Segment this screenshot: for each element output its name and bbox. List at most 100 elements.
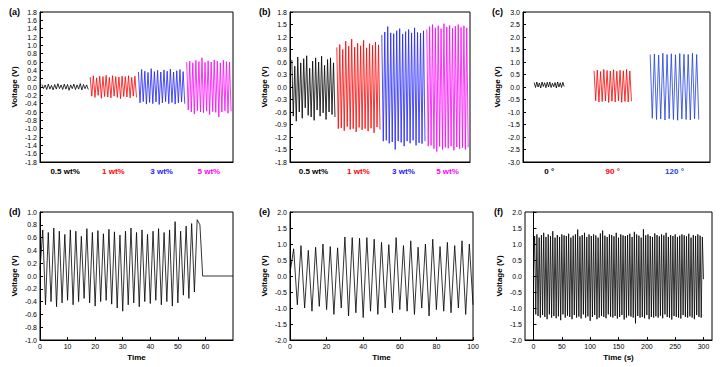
- svg-text:Voltage (V): Voltage (V): [10, 66, 19, 108]
- svg-text:250: 250: [669, 343, 681, 350]
- svg-text:1.2: 1.2: [277, 34, 287, 41]
- svg-text:2.0: 2.0: [277, 209, 287, 216]
- svg-text:1 wt%: 1 wt%: [102, 167, 125, 176]
- svg-text:0: 0: [288, 343, 292, 350]
- svg-text:1.6: 1.6: [27, 17, 37, 24]
- svg-text:-1.5: -1.5: [510, 321, 522, 328]
- svg-text:Voltage (V): Voltage (V): [10, 255, 19, 297]
- svg-text:1.5: 1.5: [277, 21, 287, 28]
- svg-text:1.0: 1.0: [27, 42, 37, 49]
- svg-text:5 wt%: 5 wt%: [198, 167, 221, 176]
- svg-text:0.0: 0.0: [277, 273, 287, 280]
- svg-text:1 wt%: 1 wt%: [347, 167, 370, 176]
- svg-text:-1.8: -1.8: [275, 159, 287, 166]
- svg-text:(e): (e): [259, 207, 270, 217]
- svg-text:(a): (a): [9, 7, 20, 17]
- svg-text:-0.8: -0.8: [25, 117, 37, 124]
- svg-text:-1.5: -1.5: [275, 321, 287, 328]
- svg-text:-1.0: -1.0: [508, 109, 520, 116]
- svg-text:-3.0: -3.0: [508, 159, 520, 166]
- svg-text:-0.8: -0.8: [25, 324, 37, 331]
- svg-text:1.8: 1.8: [27, 9, 37, 16]
- svg-text:-2.0: -2.0: [508, 134, 520, 141]
- svg-text:90 °: 90 °: [606, 167, 620, 176]
- svg-text:0: 0: [532, 343, 536, 350]
- svg-text:10: 10: [64, 343, 72, 350]
- svg-text:-1.0: -1.0: [510, 305, 522, 312]
- svg-text:100: 100: [584, 343, 596, 350]
- svg-text:20: 20: [91, 343, 99, 350]
- svg-text:100: 100: [467, 343, 479, 350]
- svg-text:-0.2: -0.2: [25, 285, 37, 292]
- svg-text:-0.9: -0.9: [275, 121, 287, 128]
- svg-text:0.8: 0.8: [27, 50, 37, 57]
- svg-text:0.0: 0.0: [510, 84, 520, 91]
- svg-text:0.9: 0.9: [277, 46, 287, 53]
- svg-text:0.0: 0.0: [27, 273, 37, 280]
- svg-text:-1.0: -1.0: [25, 125, 37, 132]
- svg-text:300: 300: [698, 343, 710, 350]
- svg-text:0.6: 0.6: [27, 234, 37, 241]
- svg-text:Voltage (V): Voltage (V): [495, 255, 504, 297]
- svg-text:-0.5: -0.5: [275, 289, 287, 296]
- svg-text:2.5: 2.5: [510, 21, 520, 28]
- svg-text:-2.0: -2.0: [510, 337, 522, 344]
- svg-text:(b): (b): [259, 7, 271, 17]
- svg-text:0.3: 0.3: [277, 71, 287, 78]
- svg-text:-0.2: -0.2: [25, 92, 37, 99]
- svg-text:0.8: 0.8: [27, 221, 37, 228]
- svg-text:50: 50: [558, 343, 566, 350]
- svg-text:1.0: 1.0: [512, 241, 522, 248]
- svg-text:1.5: 1.5: [510, 46, 520, 53]
- svg-text:(d): (d): [9, 207, 21, 217]
- svg-text:1.4: 1.4: [27, 25, 37, 32]
- svg-text:-1.0: -1.0: [275, 305, 287, 312]
- svg-text:1.0: 1.0: [27, 209, 37, 216]
- svg-text:20: 20: [323, 343, 331, 350]
- svg-text:3 wt%: 3 wt%: [392, 167, 415, 176]
- svg-text:40: 40: [146, 343, 154, 350]
- svg-text:-1.2: -1.2: [25, 134, 37, 141]
- svg-text:-1.0: -1.0: [25, 337, 37, 344]
- svg-text:-0.4: -0.4: [25, 298, 37, 305]
- svg-text:(f): (f): [494, 207, 503, 217]
- svg-text:0 °: 0 °: [544, 167, 554, 176]
- svg-text:5 wt%: 5 wt%: [436, 167, 459, 176]
- svg-text:Time: Time: [127, 353, 146, 362]
- svg-text:-1.5: -1.5: [275, 146, 287, 153]
- svg-text:0.5 wt%: 0.5 wt%: [50, 167, 79, 176]
- svg-text:-1.5: -1.5: [508, 121, 520, 128]
- svg-text:3 wt%: 3 wt%: [150, 167, 173, 176]
- svg-text:0.0: 0.0: [27, 84, 37, 91]
- svg-text:200: 200: [641, 343, 653, 350]
- svg-text:150: 150: [613, 343, 625, 350]
- svg-text:0.0: 0.0: [277, 84, 287, 91]
- svg-text:0: 0: [38, 343, 42, 350]
- svg-text:(c): (c): [492, 7, 503, 17]
- svg-text:0.2: 0.2: [27, 260, 37, 267]
- svg-text:-0.4: -0.4: [25, 100, 37, 107]
- svg-text:0.5: 0.5: [512, 257, 522, 264]
- svg-text:0.6: 0.6: [277, 59, 287, 66]
- svg-text:40: 40: [359, 343, 367, 350]
- svg-text:0.6: 0.6: [27, 59, 37, 66]
- svg-text:-2.5: -2.5: [508, 146, 520, 153]
- svg-text:Voltage (V): Voltage (V): [493, 66, 502, 108]
- svg-text:1.2: 1.2: [27, 34, 37, 41]
- svg-text:-1.4: -1.4: [25, 142, 37, 149]
- svg-text:1.0: 1.0: [277, 241, 287, 248]
- svg-text:-1.8: -1.8: [25, 159, 37, 166]
- svg-text:1.5: 1.5: [512, 225, 522, 232]
- svg-text:50: 50: [174, 343, 182, 350]
- svg-text:Voltage (V): Voltage (V): [260, 66, 269, 108]
- svg-text:60: 60: [202, 343, 210, 350]
- svg-text:-1.6: -1.6: [25, 150, 37, 157]
- svg-text:80: 80: [433, 343, 441, 350]
- svg-text:-0.6: -0.6: [25, 311, 37, 318]
- svg-text:-0.6: -0.6: [275, 109, 287, 116]
- svg-text:0.4: 0.4: [27, 247, 37, 254]
- svg-text:3.0: 3.0: [510, 9, 520, 16]
- svg-text:1.8: 1.8: [277, 9, 287, 16]
- svg-text:60: 60: [396, 343, 404, 350]
- svg-text:2.0: 2.0: [510, 34, 520, 41]
